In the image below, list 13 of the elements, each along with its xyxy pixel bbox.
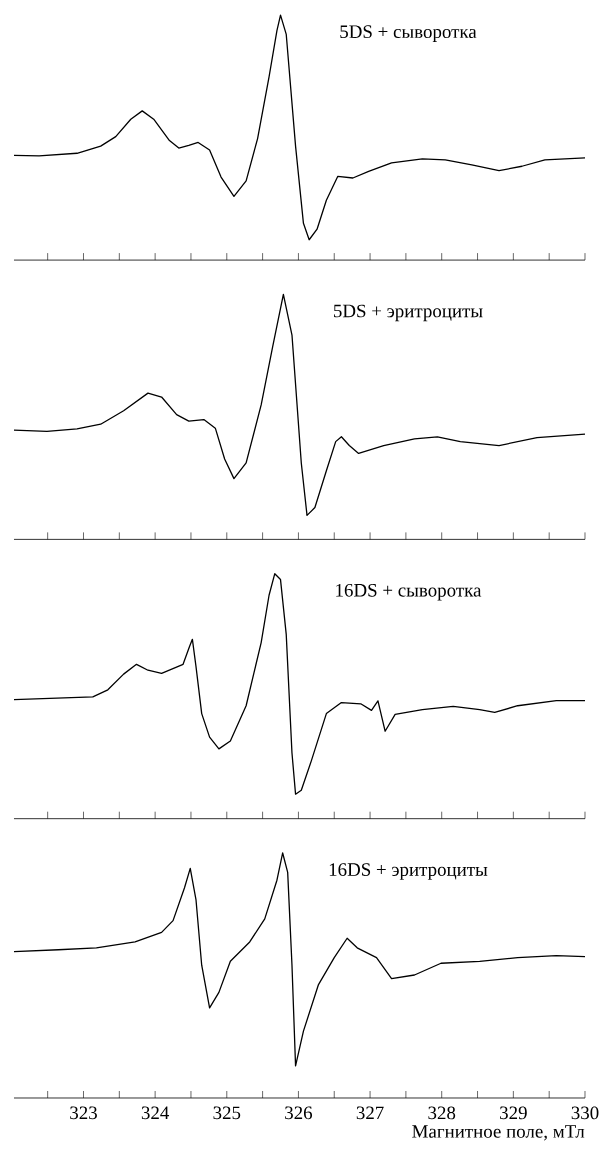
x-tick-label: 327 (356, 1106, 384, 1120)
x-tick-label: 326 (285, 1106, 313, 1120)
chart-title: 5DS + эритроциты (333, 304, 483, 322)
x-tick-label: 329 (500, 1106, 527, 1120)
x-tick-label: 325 (213, 1106, 241, 1120)
x-axis-title: Магнитное поле, мТл (412, 1125, 585, 1141)
x-tick-label: 323 (70, 1106, 97, 1120)
chart-title: 16DS + эритроциты (329, 863, 488, 880)
chart-title: 16DS + сыворотка (336, 583, 482, 601)
x-tick-label: 324 (141, 1106, 170, 1120)
x-tick-label: 328 (428, 1106, 456, 1120)
x-tick-label: 330 (571, 1106, 599, 1120)
chart-title: 5DS + сыворотка (340, 25, 477, 42)
